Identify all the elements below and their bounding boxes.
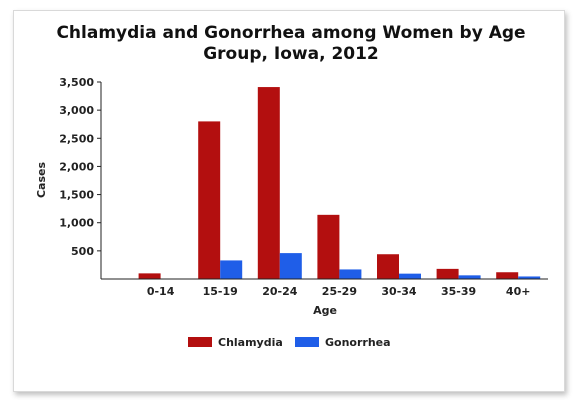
y-tick-label: 1,000 (59, 217, 94, 230)
x-tick-label: 40+ (506, 285, 531, 298)
y-tick-label: 500 (71, 245, 94, 258)
legend-swatch-gonorrhea (295, 337, 319, 347)
y-tick-label: 3,500 (59, 76, 94, 89)
bar-chlamydia-40+ (496, 272, 519, 279)
x-tick-label: 30-34 (381, 285, 417, 298)
legend-swatch-chlamydia (188, 337, 212, 347)
y-tick-label: 3,000 (59, 104, 94, 117)
x-tick-label: 25-29 (322, 285, 357, 298)
legend-label-chlamydia: Chlamydia (218, 336, 283, 349)
bar-gonorrhea-20-24 (279, 253, 302, 279)
chart-title-line-2: Group, Iowa, 2012 (203, 44, 379, 64)
bar-gonorrhea-35-39 (458, 275, 481, 279)
x-tick-label: 35-39 (441, 285, 476, 298)
bar-chlamydia-0-14 (138, 273, 161, 279)
y-tick-label: 2,500 (59, 132, 94, 145)
legend-label-gonorrhea: Gonorrhea (325, 336, 391, 349)
bar-chlamydia-25-29 (317, 214, 340, 279)
y-axis-label: Cases (35, 162, 48, 199)
bar-gonorrhea-40+ (518, 276, 541, 279)
x-axis-ticks: 0-14 15-19 20-24 25-29 30-34 35-39 40+ (147, 285, 531, 298)
x-tick-label: 0-14 (147, 285, 175, 298)
legend: Chlamydia Gonorrhea (188, 336, 391, 349)
x-tick-label: 15-19 (203, 285, 238, 298)
bar-gonorrhea-25-29 (339, 269, 362, 279)
y-tick-label: 1,500 (59, 189, 94, 202)
chart-title-line-1: Chlamydia and Gonorrhea among Women by A… (56, 23, 525, 43)
x-tick-label: 20-24 (262, 285, 298, 298)
bar-chlamydia-20-24 (257, 87, 280, 280)
bar-chlamydia-35-39 (436, 268, 459, 279)
bars (138, 87, 541, 280)
y-tick-label: 2,000 (59, 160, 94, 173)
chart-frame (13, 10, 565, 392)
bar-gonorrhea-15-19 (220, 260, 243, 279)
bar-chlamydia-30-34 (377, 254, 399, 279)
bar-gonorrhea-30-34 (399, 273, 421, 279)
x-axis-label: Age (313, 304, 337, 317)
bar-chlamydia-15-19 (198, 121, 221, 280)
y-axis-ticks: 500 1,000 1,500 2,000 2,500 3,000 3,500 (59, 76, 101, 258)
